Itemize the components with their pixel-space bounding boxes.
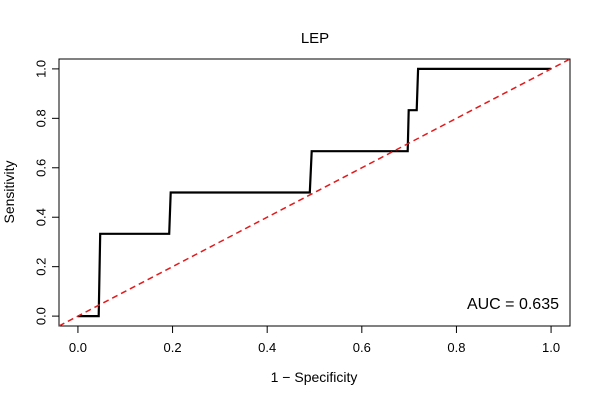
y-tick-label: 0.6 bbox=[33, 159, 48, 177]
y-tick-label: 1.0 bbox=[33, 60, 48, 78]
x-axis-title: 1 − Specificity bbox=[271, 369, 358, 385]
series-layer bbox=[58, 58, 571, 327]
roc-curve-line bbox=[77, 67, 552, 318]
x-tick-label: 0.4 bbox=[258, 340, 276, 355]
x-tick-label: 0.0 bbox=[69, 340, 87, 355]
reference-diagonal-line bbox=[58, 58, 571, 327]
x-tick-label: 0.8 bbox=[447, 340, 465, 355]
chart-title: LEP bbox=[301, 30, 329, 47]
y-tick-label: 0.4 bbox=[33, 208, 48, 226]
x-tick-label: 1.0 bbox=[542, 340, 560, 355]
y-axis-title: Sensitivity bbox=[1, 160, 17, 223]
y-tick-label: 0.8 bbox=[33, 109, 48, 127]
y-axis: 0.0 0.2 0.4 0.6 0.8 1.0 bbox=[33, 60, 60, 325]
x-tick-label: 0.6 bbox=[353, 340, 371, 355]
x-tick-label: 0.2 bbox=[164, 340, 182, 355]
x-axis: 0.0 0.2 0.4 0.6 0.8 1.0 bbox=[69, 325, 560, 355]
y-tick-label: 0.0 bbox=[33, 307, 48, 325]
auc-annotation: AUC = 0.635 bbox=[467, 296, 559, 313]
y-tick-label: 0.2 bbox=[33, 258, 48, 276]
